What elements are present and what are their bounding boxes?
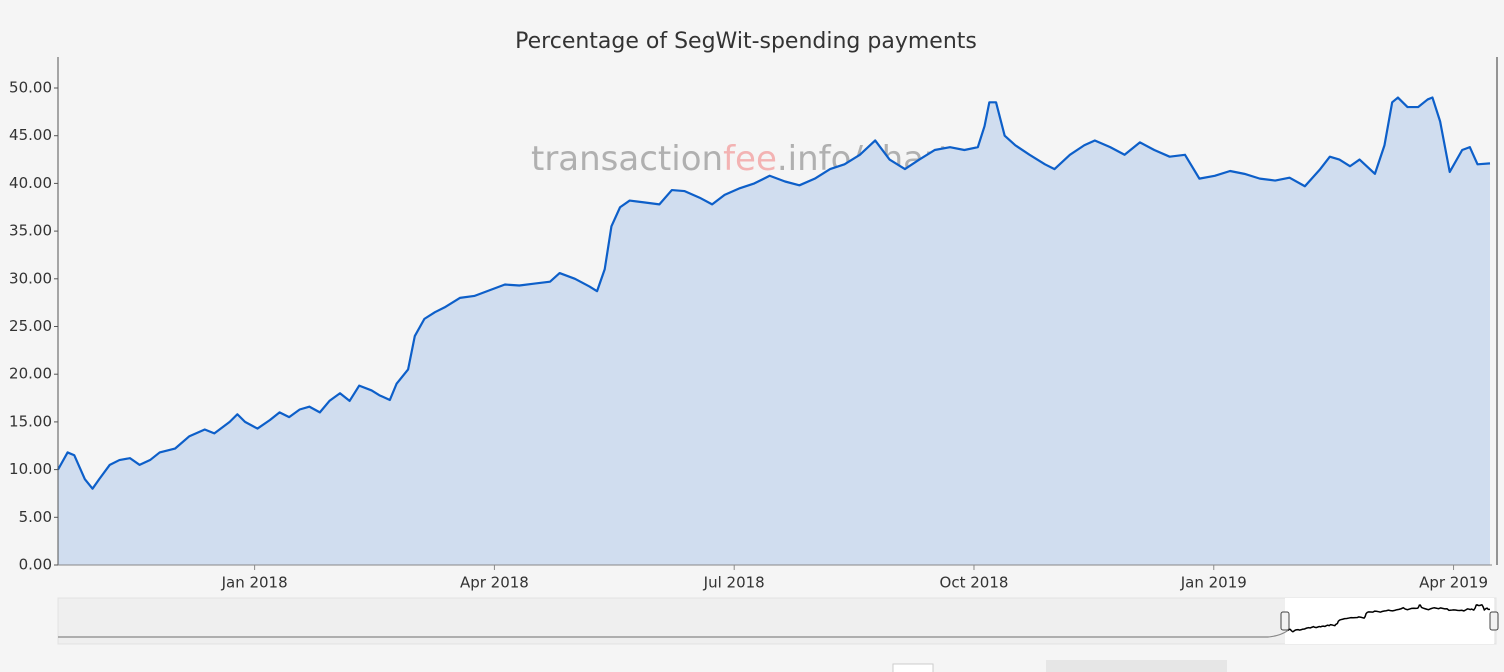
navigator-plot [58, 603, 1491, 638]
y-tick-label: 25.00 [9, 317, 52, 335]
y-tick-label: 40.00 [9, 174, 52, 192]
data-line [57, 96, 1491, 490]
navigator-selection[interactable] [1285, 598, 1494, 644]
y-tick-label: 15.00 [9, 412, 52, 430]
control[interactable] [1046, 660, 1227, 672]
x-tick-label: Jul 2018 [703, 574, 765, 592]
x-tick-label: Jan 2019 [1180, 574, 1247, 592]
plot-area [57, 96, 1491, 565]
y-tick-label: 0.00 [19, 556, 52, 574]
y-tick-label: 50.00 [9, 79, 52, 97]
y-tick-label: 35.00 [9, 222, 52, 240]
x-tick-label: Oct 2018 [940, 574, 1009, 592]
control[interactable] [892, 663, 934, 672]
x-tick-label: Apr 2019 [1419, 574, 1488, 592]
chart-title: Percentage of SegWit-spending payments [515, 29, 977, 54]
navigator-handle[interactable] [1489, 611, 1499, 631]
x-tick-label: Jan 2018 [221, 574, 288, 592]
y-tick-label: 30.00 [9, 269, 52, 287]
navigator-handle[interactable] [1280, 611, 1290, 631]
y-tick-label: 20.00 [9, 365, 52, 383]
watermark-part: fee [723, 139, 777, 179]
navigator-line [1287, 603, 1491, 633]
y-tick-label: 10.00 [9, 460, 52, 478]
navigator [57, 597, 1497, 645]
y-tick-label: 5.00 [19, 508, 52, 526]
navigator-baseline [58, 629, 1289, 638]
x-tick-label: Apr 2018 [460, 574, 529, 592]
y-tick-label: 45.00 [9, 126, 52, 144]
area-fill [58, 97, 1490, 565]
watermark-part: transaction [531, 139, 723, 179]
